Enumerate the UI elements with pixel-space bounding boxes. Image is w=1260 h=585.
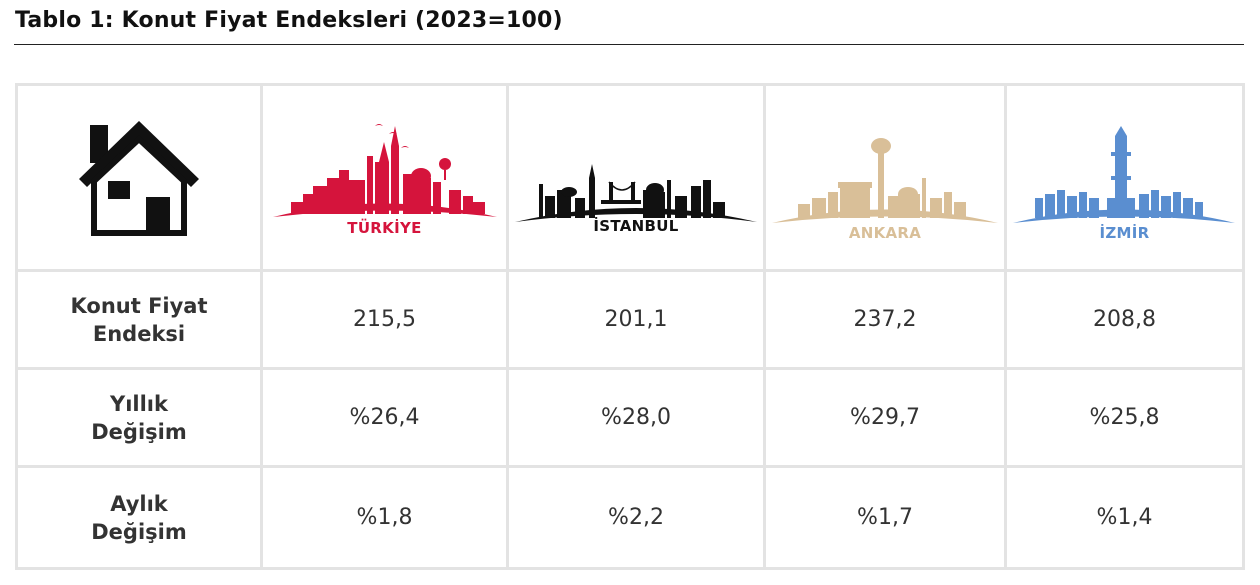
table-cell: 201,1 [509, 272, 766, 370]
table-cell: %1,7 [766, 468, 1007, 570]
table-cell: %28,0 [509, 370, 766, 468]
table-cell: %2,2 [509, 468, 766, 570]
table-cell: 208,8 [1007, 272, 1245, 370]
table-cell: 237,2 [766, 272, 1007, 370]
house-icon [79, 121, 199, 236]
ankara-skyline-icon [772, 138, 998, 223]
cell-value: %26,4 [349, 405, 420, 430]
cell-value: 208,8 [1093, 307, 1156, 332]
row-label: Konut Fiyat Endeksi [70, 293, 208, 346]
table-title: Tablo 1: Konut Fiyat Endeksleri (2023=10… [15, 8, 563, 33]
price-index-table: TÜRKİYE [15, 83, 1245, 570]
cell-value: %1,4 [1096, 505, 1153, 530]
title-divider [14, 44, 1244, 45]
cell-value: %1,8 [356, 505, 413, 530]
cell-value: %2,2 [608, 505, 664, 530]
table-cell: %1,4 [1007, 468, 1245, 570]
row-label: Aylık Değişim [91, 491, 187, 544]
house-icon-cell [15, 83, 263, 272]
row-label-cell: Konut Fiyat Endeksi [15, 272, 263, 370]
city-name-ankara: ANKARA [848, 224, 922, 242]
cell-value: 237,2 [853, 307, 917, 332]
header-cell-ankara: ANKARA [766, 83, 1007, 272]
row-label: Yıllık Değişim [91, 391, 187, 444]
table-cell: %29,7 [766, 370, 1007, 468]
cell-value: 215,5 [353, 307, 416, 332]
table-cell: %25,8 [1007, 370, 1245, 468]
table-cell: %1,8 [263, 468, 509, 570]
header-cell-istanbul: İSTANBUL [509, 83, 766, 272]
cell-value: %25,8 [1089, 405, 1160, 430]
cell-value: %28,0 [601, 405, 671, 430]
turkiye-skyline-icon [273, 124, 497, 217]
table-cell: %26,4 [263, 370, 509, 468]
table-cell: 215,5 [263, 272, 509, 370]
row-label-cell: Yıllık Değişim [15, 370, 263, 468]
cell-value: %1,7 [857, 505, 913, 530]
cell-value: %29,7 [850, 405, 920, 430]
cell-value: 201,1 [604, 307, 668, 332]
header-cell-turkiye: TÜRKİYE [263, 83, 509, 272]
row-label-cell: Aylık Değişim [15, 468, 263, 570]
istanbul-skyline-icon [515, 164, 757, 222]
city-name-istanbul: İSTANBUL [593, 217, 679, 235]
header-cell-izmir: İZMİR [1007, 83, 1245, 272]
izmir-skyline-icon [1013, 126, 1235, 223]
city-name-turkiye: TÜRKİYE [347, 219, 422, 237]
city-name-izmir: İZMİR [1099, 224, 1150, 242]
